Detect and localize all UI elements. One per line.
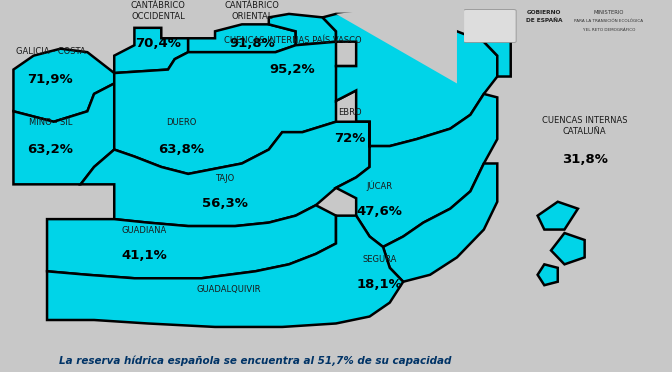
- Text: MIÑO - SIL: MIÑO - SIL: [29, 118, 72, 127]
- Polygon shape: [13, 49, 114, 122]
- Text: SEGURA: SEGURA: [362, 255, 397, 264]
- Text: GOBIERNO: GOBIERNO: [527, 10, 562, 15]
- Polygon shape: [484, 35, 511, 77]
- Text: MINISTERIO: MINISTERIO: [593, 10, 624, 15]
- Polygon shape: [336, 94, 497, 247]
- Text: 18,1%: 18,1%: [357, 278, 403, 291]
- Polygon shape: [47, 205, 336, 278]
- Text: 70,4%: 70,4%: [135, 36, 181, 49]
- Polygon shape: [336, 0, 457, 83]
- Polygon shape: [114, 42, 356, 174]
- Polygon shape: [538, 202, 578, 230]
- Text: 63,8%: 63,8%: [159, 142, 204, 155]
- Polygon shape: [323, 14, 497, 146]
- Text: CUENCAS INTERNAS PAÍS VASCO: CUENCAS INTERNAS PAÍS VASCO: [224, 36, 361, 45]
- FancyBboxPatch shape: [464, 10, 516, 42]
- Text: GALICIA - COSTA: GALICIA - COSTA: [15, 46, 85, 56]
- Text: DE ESPAÑA: DE ESPAÑA: [526, 19, 562, 23]
- Text: 91,8%: 91,8%: [229, 36, 275, 49]
- Text: 63,2%: 63,2%: [28, 142, 73, 155]
- Text: EBRO: EBRO: [337, 108, 362, 116]
- Text: 41,1%: 41,1%: [122, 249, 167, 262]
- Polygon shape: [269, 14, 336, 45]
- Polygon shape: [383, 163, 497, 282]
- Text: 71,9%: 71,9%: [28, 73, 73, 86]
- Polygon shape: [188, 24, 296, 52]
- Text: La reserva hídrica española se encuentra al 51,7% de su capacidad: La reserva hídrica española se encuentra…: [59, 356, 452, 366]
- Text: 56,3%: 56,3%: [202, 196, 248, 209]
- Text: 31,8%: 31,8%: [562, 153, 607, 166]
- Text: DUERO: DUERO: [166, 118, 197, 127]
- Text: CANTÁBRICO
ORIENTAL: CANTÁBRICO ORIENTAL: [224, 1, 280, 21]
- Text: Y EL RETO DEMOGRÁFICO: Y EL RETO DEMOGRÁFICO: [582, 28, 636, 32]
- Polygon shape: [13, 83, 114, 185]
- Text: GUADIANA: GUADIANA: [122, 226, 167, 235]
- Text: CANTÁBRICO
OCCIDENTAL: CANTÁBRICO OCCIDENTAL: [130, 1, 185, 21]
- Text: TAJO: TAJO: [216, 174, 235, 183]
- Text: 72%: 72%: [334, 132, 365, 145]
- Text: CUENCAS INTERNAS
CATALUÑA: CUENCAS INTERNAS CATALUÑA: [542, 116, 628, 136]
- Text: GUADALQUIVIR: GUADALQUIVIR: [196, 285, 261, 294]
- Text: PARA LA TRANSICIÓN ECOLÓGICA: PARA LA TRANSICIÓN ECOLÓGICA: [575, 19, 643, 23]
- Polygon shape: [114, 28, 188, 73]
- Text: 47,6%: 47,6%: [357, 205, 403, 218]
- Polygon shape: [47, 216, 403, 327]
- Polygon shape: [81, 122, 370, 226]
- Text: JÚCAR: JÚCAR: [367, 181, 392, 191]
- Polygon shape: [551, 233, 585, 264]
- Polygon shape: [538, 264, 558, 285]
- Text: 95,2%: 95,2%: [269, 62, 315, 76]
